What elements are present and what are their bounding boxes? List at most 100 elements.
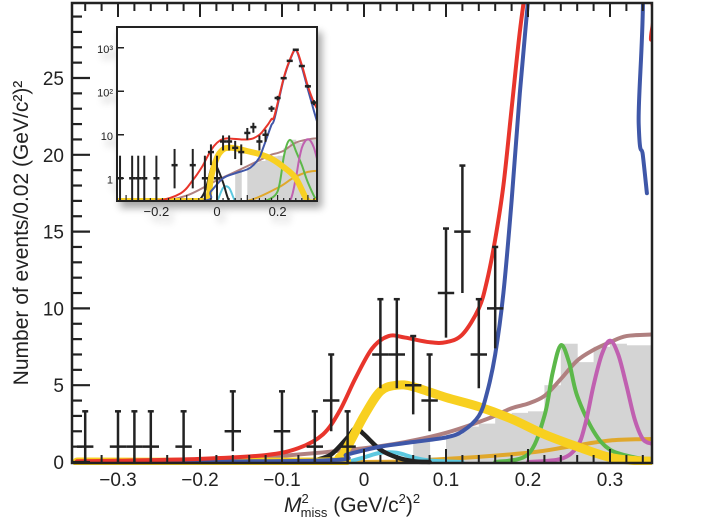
data-point [421,353,438,432]
inset-data-point [244,127,251,140]
data-point [126,410,143,462]
data-point [323,353,340,432]
inset-data-point [141,155,148,201]
inset-data-point [232,140,239,160]
x-tick-labels: −0.3 −0.2 −0.1 0 0.1 0.2 0.3 [99,470,623,491]
inset-data-points [117,48,317,201]
inset-histogram-bin [259,160,266,201]
series-black-component [312,425,432,465]
y-tick-label: 5 [53,376,64,397]
data-point [470,297,487,389]
histogram-bin [446,434,463,462]
inset-data-point [268,105,275,112]
inset-x-tick-label: 0.2 [269,204,287,219]
inset-data-point [153,155,160,201]
data-point [224,390,241,452]
y-tick-labels: 0 5 10 15 20 25 [43,69,64,474]
inset-data-point [292,48,299,51]
data-point [273,390,291,452]
x-tick-label: −0.2 [181,470,219,491]
x-axis-label-unit: (GeV/c [327,494,398,517]
x-tick-label: 0.2 [515,470,541,491]
x-tick-label: −0.1 [263,470,301,491]
inset-histogram-bin [301,140,309,201]
inset-y-tick-label: 1 [107,174,113,186]
inset-data-point [129,155,136,201]
x-axis-label-sub: miss [301,505,328,520]
inset-x-tick-label: −0.2 [144,204,170,219]
inset-data-point [310,100,317,106]
inset-data-point [201,155,208,201]
inset-histogram-bin [235,171,242,201]
y-tick-label: 0 [53,453,64,474]
inset-data-point [280,76,287,80]
data-point [454,164,471,294]
y-tick-label: 25 [43,69,64,90]
inset-series-orange-background [117,169,317,201]
y-tick-label: 15 [43,223,64,244]
inset-series-signal-yellow [117,144,317,201]
histogram-bin [495,417,513,462]
inset-series-cyan-component [210,185,254,201]
y-tick-label: 10 [43,299,64,320]
x-axis-label-unit-end: ) [406,494,413,517]
inset-data-point [226,135,233,151]
inset-data-point [286,59,293,63]
x-axis-label: M2 miss (GeV/c2)2 [284,491,420,520]
inset-data-point [135,155,142,201]
data-point [339,410,356,462]
data-point [306,410,323,462]
data-point [437,227,455,338]
inset-data-point [238,144,245,166]
inset-y-tick-label: 10² [97,87,113,99]
x-tick-label: 0.1 [433,470,459,491]
histogram-bin [462,426,480,462]
series-total-fit [75,3,652,464]
x-axis-label-unit-end-sup: 2 [413,491,420,506]
x-tick-label: 0.3 [597,470,623,491]
inset-data-point [256,135,263,151]
inset-y-tick-labels: 1 10 10² 10³ [97,44,113,187]
inset-data-point [262,129,269,142]
inset-data-point [250,122,257,133]
y-tick-label: 20 [43,146,64,167]
inset-x-tick-labels: −0.2 0 0.2 [144,204,287,219]
data-point [142,410,159,462]
inset-histogram-bin [289,139,297,201]
data-point [372,297,389,389]
inset-histogram-bin [283,147,291,201]
inset-histogram-bin [247,167,254,201]
inset-y-tick-label: 10³ [97,44,113,56]
plot-frame [70,1,654,465]
x-tick-label: −0.3 [99,470,137,491]
axis-ticks [72,3,644,464]
data-point [175,410,192,462]
inset-data-point [207,144,214,166]
inset-data-point [171,148,178,189]
inset-histogram-bin [265,158,273,201]
x-axis-label-main: M [284,494,302,517]
inset-data-point [220,135,227,151]
y-axis-label: Number of events/0.02 (GeV/c²)² [10,81,33,386]
x-axis-label-sup: 2 [301,491,308,506]
inset-histogram-bin [253,162,260,201]
inset-data-point [213,155,221,201]
histogram-bin [478,423,496,462]
inset-data-point [304,84,311,89]
data-point [77,410,94,462]
inset-data-point [189,148,196,189]
inset-x-tick-label: 0 [213,204,220,219]
data-point [388,297,405,389]
inset-histogram-bin [271,156,279,201]
x-tick-label: 0 [359,470,370,491]
inset-plot: −0.2 0 0.2 1 10 10² 10³ [97,26,318,219]
inset-y-tick-label: 10 [101,131,113,143]
data-point [487,245,504,349]
inset-axis-ticks [117,47,315,201]
x-axis-label-unit-sup: 2 [399,491,406,506]
inset-data-point [298,64,305,68]
inset-histogram-bin [295,142,303,201]
inset-data-point [274,95,281,101]
data-point [405,334,422,415]
